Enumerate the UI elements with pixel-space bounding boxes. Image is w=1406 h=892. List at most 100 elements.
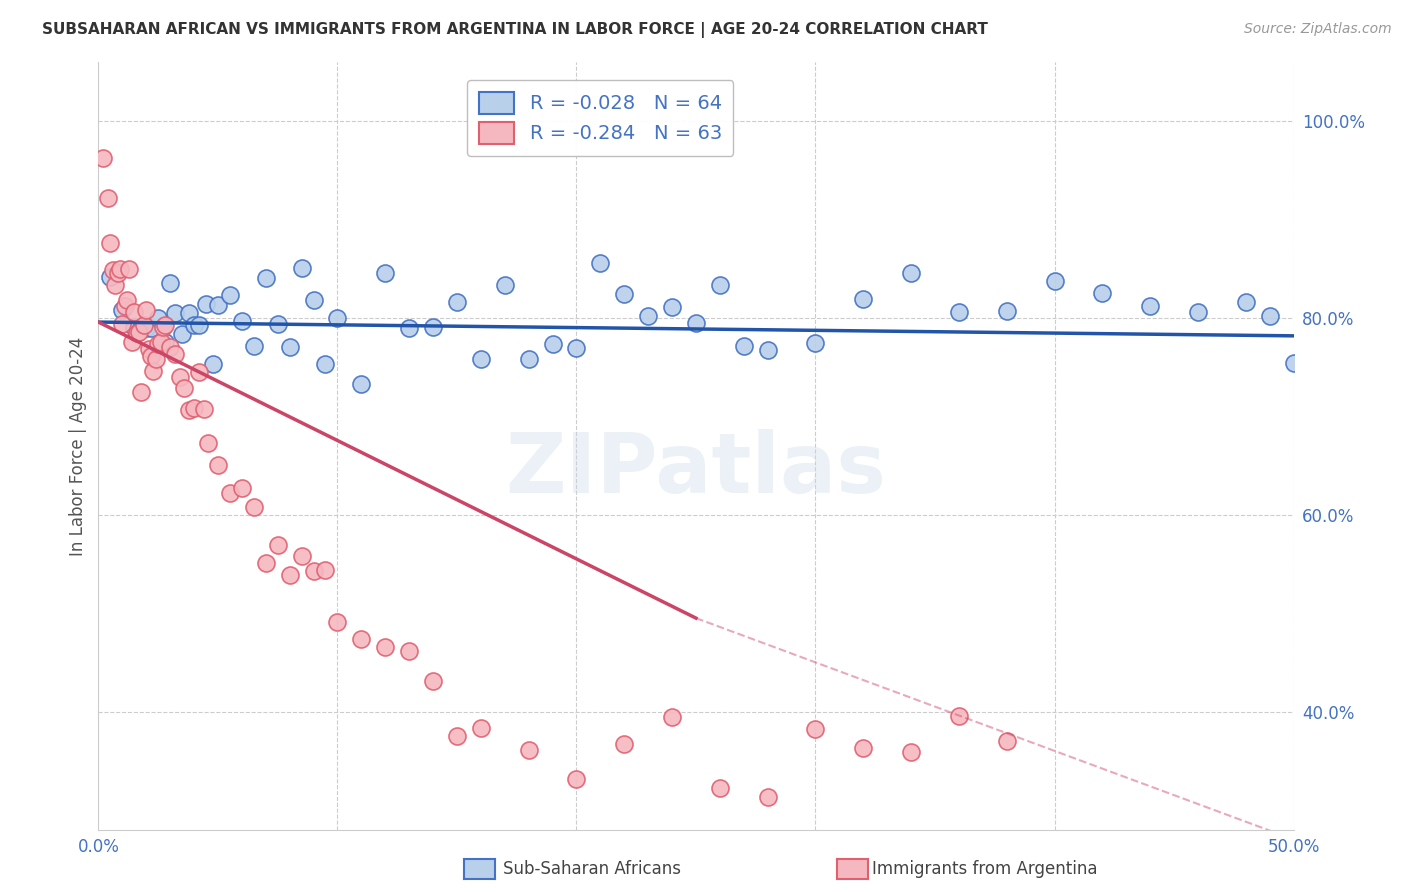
Point (900, 745, 922, 759)
Point (1139, 299, 1161, 313)
Text: ZIPatlas: ZIPatlas (506, 428, 886, 509)
Point (804, 335, 827, 350)
Point (541, 337, 564, 351)
Point (243, 339, 266, 353)
Point (163, 306, 186, 320)
Point (135, 303, 157, 318)
Point (139, 349, 162, 363)
Point (114, 299, 136, 313)
Point (219, 288, 242, 302)
Point (1091, 285, 1114, 300)
Point (135, 320, 157, 334)
Point (470, 351, 492, 366)
Point (118, 261, 141, 276)
Point (422, 673, 444, 688)
Point (267, 538, 290, 552)
Point (98, 269, 122, 284)
Point (121, 334, 143, 349)
Point (179, 403, 201, 417)
Point (111, 317, 134, 331)
Point (187, 318, 209, 332)
Point (326, 615, 349, 630)
Point (148, 311, 170, 326)
Point (326, 311, 349, 326)
Point (148, 336, 170, 351)
Point (101, 263, 124, 277)
Point (709, 277, 731, 292)
Point (104, 277, 127, 292)
Point (1295, 299, 1317, 313)
Point (291, 261, 314, 276)
Point (152, 320, 174, 334)
Point (470, 721, 492, 735)
Point (302, 564, 325, 578)
Point (661, 301, 683, 315)
Point (179, 305, 201, 319)
Point (163, 347, 186, 361)
Point (197, 436, 219, 450)
Point (91, 152, 114, 166)
Point (1258, 309, 1281, 323)
Point (302, 293, 325, 307)
Point (124, 320, 146, 334)
Point (108, 262, 131, 277)
Point (131, 385, 153, 400)
Legend: R = -0.028   N = 64, R = -0.284   N = 63: R = -0.028 N = 64, R = -0.284 N = 63 (467, 79, 734, 156)
Point (107, 266, 129, 280)
Point (195, 297, 218, 311)
Point (350, 377, 373, 392)
Point (187, 365, 209, 379)
Point (254, 270, 277, 285)
Point (756, 343, 779, 358)
Point (1367, 260, 1389, 274)
Text: Immigrants from Argentina: Immigrants from Argentina (872, 860, 1097, 878)
Point (159, 340, 181, 354)
Point (948, 709, 970, 723)
Point (231, 481, 253, 495)
Point (202, 357, 225, 371)
Point (149, 334, 172, 349)
Point (173, 382, 195, 396)
Point (446, 294, 468, 309)
Point (155, 318, 177, 332)
Point (517, 743, 540, 757)
Point (565, 341, 588, 355)
Point (243, 500, 266, 515)
Point (517, 352, 540, 367)
Point (1282, 356, 1305, 370)
Point (231, 314, 253, 328)
Point (1043, 274, 1066, 288)
Point (1343, 358, 1365, 372)
Point (315, 357, 337, 371)
Point (948, 304, 970, 318)
Point (219, 485, 242, 500)
Point (1234, 294, 1257, 309)
Point (1319, 292, 1341, 306)
Point (733, 339, 755, 353)
Point (291, 549, 314, 563)
Point (183, 318, 205, 333)
Point (995, 304, 1018, 318)
Point (1306, 293, 1329, 308)
Point (128, 325, 150, 339)
Text: Sub-Saharan Africans: Sub-Saharan Africans (503, 860, 682, 878)
Point (115, 293, 138, 307)
Point (1330, 310, 1353, 325)
Point (139, 321, 162, 335)
Point (183, 401, 205, 415)
Point (446, 729, 468, 743)
Point (172, 326, 194, 341)
Point (900, 266, 922, 280)
Point (374, 640, 396, 654)
Point (98, 236, 122, 251)
Point (97, 191, 120, 205)
Point (1354, 293, 1376, 308)
Point (613, 287, 636, 301)
Point (494, 278, 516, 293)
Point (132, 318, 155, 332)
Point (207, 458, 229, 472)
Point (565, 772, 588, 786)
Point (637, 310, 659, 324)
Point (278, 340, 301, 354)
Point (374, 266, 396, 280)
